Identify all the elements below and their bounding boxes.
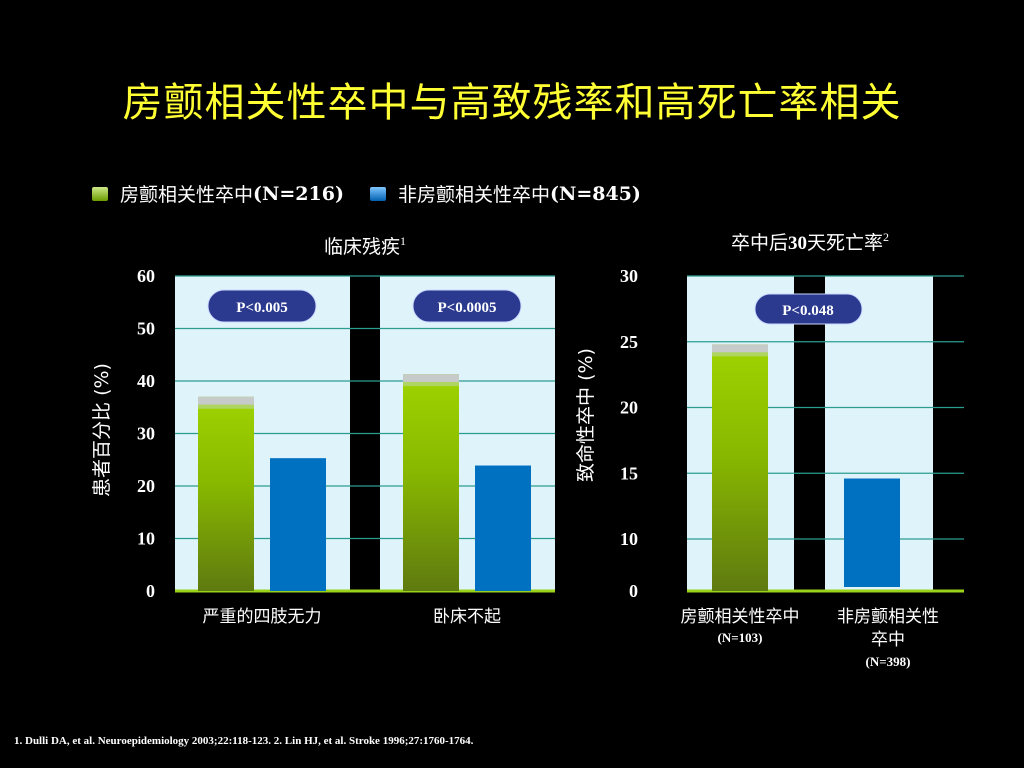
chart-title-part-1: 卒中后 <box>731 232 788 254</box>
legend-label-af: 房颤相关性卒中 <box>120 184 254 206</box>
p-value-badge <box>412 289 522 323</box>
y-tick-label: 30 <box>620 266 638 286</box>
chart-clinical-disability: 0 10 20 30 40 50 60 严重的四肢无力 卧床不起 P<0.005 P<0.0005 临… <box>91 234 555 627</box>
bar-af <box>403 374 459 591</box>
bar-af-cap-shade <box>712 352 768 357</box>
legend-label-non-af: 非房颤相关性卒中 <box>397 184 550 206</box>
y-axis-label: 致命性卒中 (%) <box>575 348 597 482</box>
x-category-n: (N=398) <box>866 654 911 669</box>
bar-af <box>198 396 254 591</box>
bar-non-af <box>475 465 531 591</box>
y-tick-label: 15 <box>620 463 638 483</box>
x-category-n: (N=103) <box>718 630 763 645</box>
p-value-text: P<0.048 <box>782 303 833 319</box>
y-tick-label: 30 <box>137 424 155 444</box>
y-tick-label: 10 <box>620 529 638 549</box>
chart-title-part-2: 天死亡率 <box>807 232 883 254</box>
bar-af-cap <box>712 344 768 353</box>
bar-af-cap-shade <box>403 382 459 387</box>
p-value-text: P<0.0005 <box>438 300 497 316</box>
y-tick-label: 60 <box>137 266 155 286</box>
bar-af-cap <box>198 396 254 405</box>
bar-non-af <box>844 478 900 587</box>
x-category-label: 房颤相关性卒中 <box>681 607 800 627</box>
y-tick-label: 0 <box>629 581 638 601</box>
chart-title: 卒中后30天死亡率2 <box>731 230 889 254</box>
bar-non-af <box>270 458 326 591</box>
y-axis-label: 患者百分比 (%) <box>91 363 113 497</box>
legend-n-non-af: (N=845) <box>549 182 641 205</box>
x-category-label: 严重的四肢无力 <box>203 607 322 627</box>
y-tick-label: 25 <box>620 332 638 352</box>
legend-n-af: (N=216) <box>253 182 344 205</box>
legend: 房颤相关性卒中 (N=216) 非房颤相关性卒中 (N=845) <box>92 180 667 207</box>
p-value-badge <box>754 293 863 325</box>
legend-swatch-af <box>92 186 108 201</box>
chart-title-superscript: 1 <box>400 234 406 248</box>
chart-title-superscript: 2 <box>883 230 889 244</box>
y-tick-label: 10 <box>137 529 155 549</box>
footnote: 1. Dulli DA, et al. Neuroepidemiology 20… <box>14 735 474 747</box>
x-category-label: 卧床不起 <box>433 607 501 627</box>
legend-item-af: 房颤相关性卒中 (N=216) <box>92 180 344 207</box>
y-tick-label: 40 <box>137 371 155 391</box>
legend-item-non-af: 非房颤相关性卒中 (N=845) <box>369 180 641 207</box>
y-tick-label: 50 <box>137 319 155 339</box>
bar-af <box>712 344 768 591</box>
chart-title: 临床残疾1 <box>324 234 406 258</box>
p-value-badge <box>207 289 317 323</box>
bar-af-cap-shade <box>198 404 254 409</box>
slide-title: 房颤相关性卒中与高致残率和高死亡率相关 <box>122 80 902 126</box>
panel-right-edge <box>933 276 964 591</box>
legend-swatch-non-af <box>369 186 386 201</box>
p-value-text: P<0.005 <box>236 300 287 316</box>
y-tick-label: 20 <box>137 476 155 496</box>
chart-title-number: 30 <box>788 233 807 254</box>
x-category-label-line2: 卒中 <box>871 630 905 650</box>
y-tick-label: 20 <box>620 398 638 418</box>
chart-30day-mortality: 0 10 15 20 25 30 房颤相关性卒中 (N=103) 非房颤相关性卒中 (N=398)… <box>575 230 964 669</box>
y-tick-label: 0 <box>146 581 155 601</box>
x-category-label-line1: 非房颤相关性 <box>837 607 939 627</box>
bar-af-cap <box>403 374 459 383</box>
